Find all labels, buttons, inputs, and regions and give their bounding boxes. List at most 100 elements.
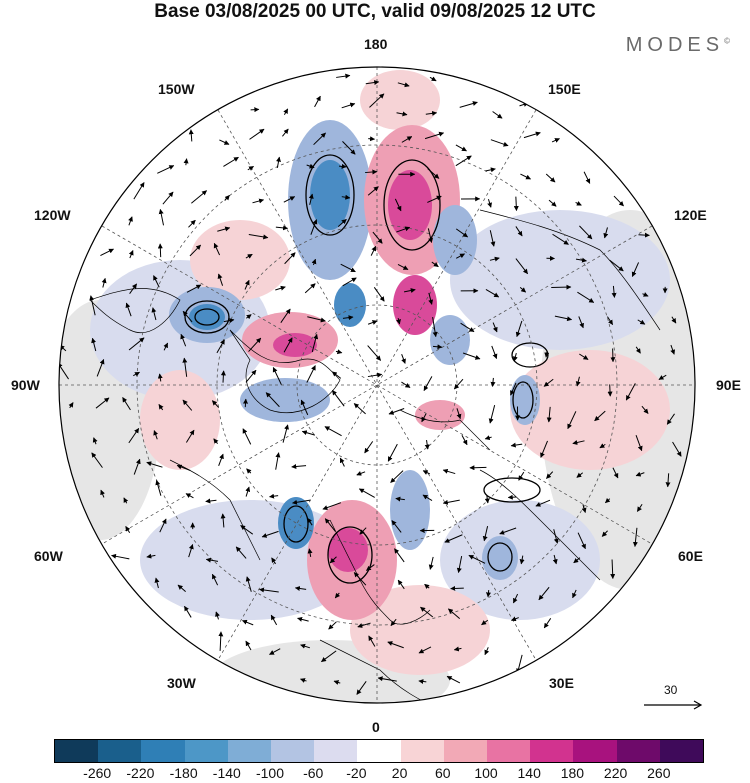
wind-arrow <box>95 397 110 409</box>
red-high-canada-core <box>273 333 317 357</box>
wind-arrow <box>390 470 404 483</box>
wind-arrow <box>512 353 518 362</box>
wind-arrow <box>218 453 224 467</box>
wind-arrow <box>491 345 498 360</box>
wind-arrow <box>420 606 434 618</box>
wind-arrow <box>641 405 649 414</box>
wind-arrow <box>635 471 645 477</box>
wind-arrow <box>609 259 624 272</box>
wind-arrow <box>188 219 196 228</box>
wind-arrow <box>335 349 343 355</box>
wind-arrow <box>394 548 405 563</box>
wind-arrow <box>217 273 224 286</box>
wind-arrow <box>490 139 509 147</box>
wind-arrow <box>523 131 541 139</box>
colorbar-swatch <box>141 740 185 762</box>
colorbar-swatch <box>271 740 315 762</box>
wind-arrow <box>442 499 460 505</box>
wind-arrow <box>481 619 489 626</box>
wind-arrow <box>513 196 519 212</box>
wind-arrow <box>422 470 431 475</box>
wind-arrow <box>368 635 376 647</box>
weak-red-patch <box>510 350 670 470</box>
wind-arrow <box>367 320 378 325</box>
wind-arrow <box>390 618 397 627</box>
wind-arrow <box>450 585 464 591</box>
wind-arrow <box>308 193 314 206</box>
wind-arrow <box>304 283 316 294</box>
wind-arrow <box>631 262 640 277</box>
wind-arrow <box>387 641 404 649</box>
colorbar-tick-label: 260 <box>647 765 671 781</box>
wind-arrow <box>423 376 433 392</box>
wind-arrow <box>101 277 107 288</box>
wind-arrow <box>91 337 97 352</box>
wind-arrow <box>162 191 174 205</box>
wind-arrow <box>492 322 498 333</box>
wind-arrow <box>247 165 254 171</box>
colorbar-swatch <box>227 740 272 762</box>
wind-arrow <box>154 577 160 589</box>
wind-arrow <box>220 513 226 528</box>
wind-arrow <box>89 295 96 316</box>
wind-arrow <box>367 186 379 196</box>
wind-arrow <box>213 438 219 444</box>
wind-arrow <box>635 434 643 452</box>
wind-arrow <box>428 556 434 570</box>
wind-arrow <box>635 346 641 354</box>
wind-arrow <box>485 289 500 298</box>
lon-label-90e: 90E <box>716 377 741 393</box>
wind-arrow <box>353 572 367 586</box>
wind-arrow <box>291 464 307 470</box>
wind-arrow <box>128 337 145 351</box>
wind-arrow <box>213 242 221 256</box>
wind-arrow <box>431 261 439 268</box>
wind-arrow <box>356 681 367 695</box>
wind-arrow <box>123 497 129 504</box>
wind-arrow <box>300 643 311 649</box>
colorbar-tick-label: -180 <box>169 765 198 781</box>
wind-arrow <box>424 131 445 140</box>
wind-arrow <box>128 216 133 226</box>
wind-arrow <box>338 163 347 169</box>
weak-red-patch <box>350 585 490 675</box>
wind-arrow <box>133 371 140 377</box>
wind-arrow <box>96 358 105 377</box>
wind-arrow <box>342 315 354 321</box>
wind-arrow <box>188 129 194 142</box>
wind-arrow <box>421 413 427 423</box>
polar-map <box>58 66 696 704</box>
wind-arrow <box>245 369 257 383</box>
wind-arrow <box>418 646 432 654</box>
wind-arrow <box>133 458 141 475</box>
wind-arrow <box>553 529 559 544</box>
wind-arrow <box>455 253 466 259</box>
wind-arrow <box>543 618 552 629</box>
wind-arrow <box>248 337 262 352</box>
wind-arrow <box>366 564 375 571</box>
wind-arrow <box>311 258 317 266</box>
wind-arrow <box>401 354 406 364</box>
wind-arrow <box>428 292 434 305</box>
wind-arrow <box>307 548 313 557</box>
wind-arrow <box>275 452 281 470</box>
wind-arrow <box>577 532 586 550</box>
lon-label-120w: 120W <box>34 207 71 223</box>
wind-arrow <box>395 496 405 502</box>
map-boundary <box>58 66 696 704</box>
wind-arrow <box>241 619 254 626</box>
blue-low-canada-west-core <box>189 304 225 330</box>
wind-arrow <box>535 499 551 507</box>
wind-arrow <box>282 128 289 137</box>
wind-arrow <box>573 557 581 564</box>
wind-arrow <box>328 621 337 630</box>
wind-arrow <box>429 76 437 82</box>
wind-arrow <box>671 316 677 324</box>
wind-arrow <box>425 110 438 116</box>
wind-arrow <box>300 399 309 416</box>
wind-arrow <box>186 284 202 293</box>
wind-arrow <box>333 680 341 685</box>
wind-arrow <box>365 80 380 85</box>
wind-arrow <box>546 406 552 423</box>
wind-arrow <box>368 136 376 142</box>
